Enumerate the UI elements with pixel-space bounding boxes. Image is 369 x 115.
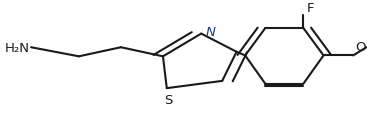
Text: O: O: [355, 41, 365, 54]
Text: H₂N: H₂N: [4, 41, 29, 54]
Text: N: N: [206, 26, 215, 39]
Text: F: F: [307, 2, 314, 15]
Text: S: S: [164, 94, 172, 106]
